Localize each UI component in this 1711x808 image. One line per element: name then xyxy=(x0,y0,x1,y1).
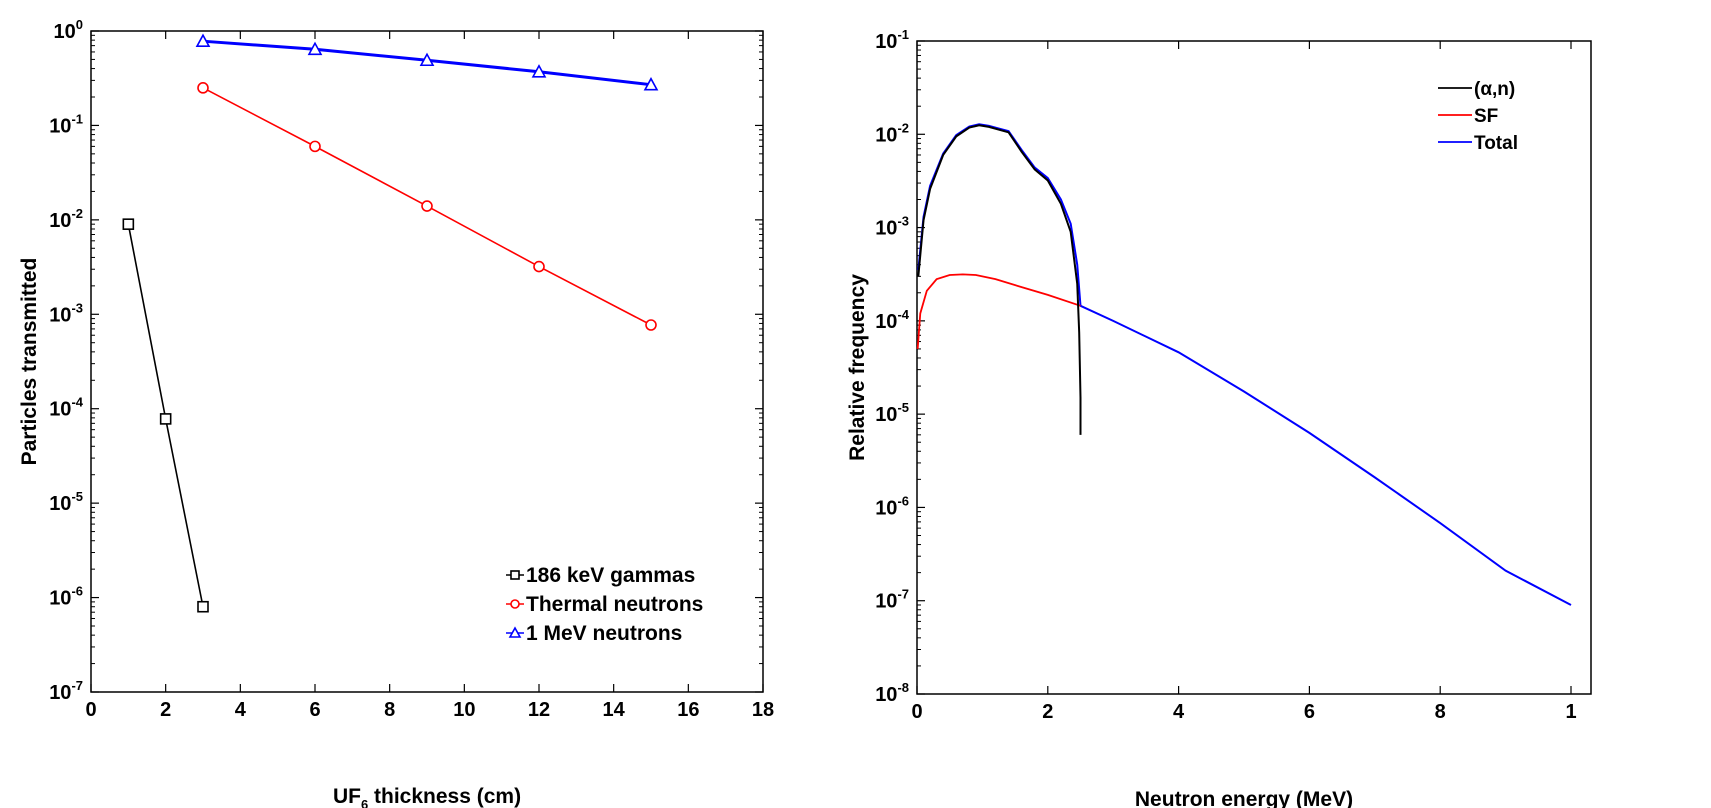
data-point xyxy=(122,218,135,230)
x-tick-label: 0 xyxy=(911,701,922,723)
y-tick-label: 10-3 xyxy=(875,214,909,240)
x-tick-label: 4 xyxy=(1173,701,1185,723)
x-tick-label: 18 xyxy=(752,699,774,721)
series-line-0 xyxy=(917,124,1082,435)
data-point xyxy=(195,33,211,47)
plot-frame xyxy=(90,30,764,693)
y-axis-label: Particles transmitted xyxy=(18,258,41,466)
data-point xyxy=(531,64,547,78)
x-tick-label: 4 xyxy=(235,699,247,721)
legend-label: 1 MeV neutrons xyxy=(526,622,682,645)
y-tick-label: 10-1 xyxy=(49,111,83,137)
y-tick-label: 10-3 xyxy=(49,300,83,326)
y-tick-label: 10-7 xyxy=(49,678,83,704)
legend: (α,n) SF Total xyxy=(1438,79,1518,154)
data-point xyxy=(309,140,321,153)
series-line-1 xyxy=(916,273,1081,350)
data-point xyxy=(643,77,659,91)
left-chart: 0 2 4 6 8 10 12 14 16 18 10-7 10-6 10-5 10-4 10-3 10-2 1… xyxy=(18,17,774,808)
y-tick-label: 10-8 xyxy=(875,680,909,706)
y-tick-label: 10-6 xyxy=(875,493,909,519)
x-tick-label: 6 xyxy=(309,699,320,721)
legend-label: Total xyxy=(1474,133,1518,154)
data-point xyxy=(419,52,435,67)
y-tick-label: 10-4 xyxy=(49,395,84,421)
data-point xyxy=(159,413,172,425)
right-chart: 0 2 4 6 8 1 10-8 10-7 10-6 10-5 10-4 10-3 10-2 10-1 Re… xyxy=(846,27,1592,808)
y-tick-label: 10-1 xyxy=(875,27,909,53)
x-tick-label: 8 xyxy=(1435,701,1446,723)
x-tick-label: 2 xyxy=(160,699,171,721)
legend: 186 keV gammas Thermal neutrons 1 MeV neut… xyxy=(506,564,703,645)
x-tick-label: 1 xyxy=(1565,701,1576,723)
data-point xyxy=(197,82,209,94)
y-tick-label: 100 xyxy=(54,17,83,43)
y-axis-label: Relative frequency xyxy=(846,274,869,461)
y-tick-label: 10-6 xyxy=(49,584,83,610)
legend-label: (α,n) xyxy=(1474,79,1515,100)
legend-label: 186 keV gammas xyxy=(526,564,695,587)
x-tick-label: 8 xyxy=(384,699,395,721)
x-tick-label: 0 xyxy=(85,699,96,721)
x-axis-label: Neutron energy (MeV) xyxy=(1135,788,1353,808)
legend-marker xyxy=(508,626,522,638)
x-tick-label: 2 xyxy=(1042,701,1053,723)
y-tick-label: 10-4 xyxy=(875,307,910,333)
plot-frame xyxy=(916,40,1592,695)
x-axis-label: UF6 thickness (cm) xyxy=(333,785,521,808)
data-point xyxy=(307,41,323,56)
data-point xyxy=(533,260,545,273)
y-tick-label: 10-2 xyxy=(875,120,909,146)
legend-label: SF xyxy=(1474,106,1498,127)
series-line-2 xyxy=(917,123,1572,606)
data-point xyxy=(421,200,433,212)
x-tick-label: 16 xyxy=(677,699,699,721)
legend-marker xyxy=(510,570,520,580)
y-tick-label: 10-5 xyxy=(49,489,83,515)
x-tick-label: 6 xyxy=(1304,701,1315,723)
data-point xyxy=(645,319,657,331)
y-tick-label: 10-5 xyxy=(875,400,909,426)
x-tick-label: 10 xyxy=(453,699,475,721)
x-tick-label: 14 xyxy=(603,699,626,721)
legend-label: Thermal neutrons xyxy=(526,593,703,616)
legend-marker xyxy=(510,599,520,609)
x-tick-label: 12 xyxy=(528,699,550,721)
y-tick-label: 10-7 xyxy=(875,587,909,613)
y-tick-label: 10-2 xyxy=(49,206,83,232)
data-point xyxy=(197,600,209,613)
